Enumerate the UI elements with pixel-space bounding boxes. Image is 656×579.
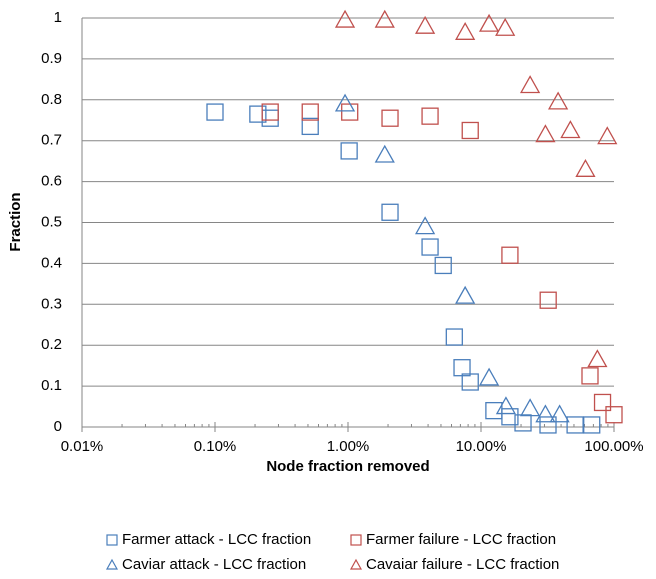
y-tick-label: 0.6: [41, 173, 62, 190]
legend-marker: [106, 534, 118, 546]
point: [587, 349, 608, 368]
point: [495, 17, 516, 36]
point: [301, 117, 319, 136]
point: [461, 373, 479, 391]
legend-marker: [105, 558, 119, 570]
legend-label: Caviar attack - LCC fraction: [122, 556, 306, 573]
point: [434, 256, 452, 275]
x-tick-label: 0.10%: [194, 438, 237, 455]
point: [535, 404, 556, 423]
y-tick-label: 1: [54, 9, 62, 26]
point: [461, 121, 479, 140]
point: [549, 404, 570, 423]
point: [455, 285, 476, 304]
point: [575, 159, 596, 177]
y-tick-label: 0.7: [41, 132, 62, 149]
point: [514, 414, 532, 432]
point: [519, 398, 541, 417]
y-tick-label: 0.1: [41, 377, 62, 394]
point: [261, 103, 279, 121]
point: [453, 359, 471, 377]
y-tick-label: 0.3: [41, 295, 62, 312]
x-tick-label: 100.00%: [584, 438, 643, 455]
point: [455, 21, 476, 40]
point: [501, 246, 519, 264]
point: [421, 238, 439, 256]
y-tick-label: 0.2: [41, 336, 62, 353]
y-axis-label: Fraction: [7, 192, 24, 251]
point: [583, 416, 601, 434]
legend-label: Farmer failure - LCC fraction: [366, 531, 556, 548]
point: [206, 103, 224, 121]
point: [374, 9, 395, 28]
point: [485, 401, 503, 420]
point: [478, 13, 500, 32]
point: [566, 416, 584, 434]
point: [597, 126, 618, 145]
point: [495, 396, 517, 415]
x-tick-label: 1.00%: [327, 438, 370, 455]
point: [334, 9, 356, 28]
point: [519, 75, 541, 94]
legend-marker: [349, 558, 363, 570]
point: [249, 105, 267, 123]
y-tick-label: 0.8: [41, 91, 62, 108]
x-axis-label: Node fraction removed: [266, 458, 429, 475]
point: [581, 367, 599, 385]
y-tick-label: 0: [54, 418, 62, 435]
point: [414, 216, 436, 235]
point: [539, 291, 557, 309]
point: [421, 107, 439, 125]
y-tick-label: 0.9: [41, 50, 62, 67]
point: [381, 109, 399, 127]
point: [374, 144, 395, 163]
point: [539, 416, 557, 434]
y-tick-label: 0.5: [41, 213, 62, 230]
point: [414, 15, 436, 34]
legend-marker: [350, 534, 362, 546]
point: [605, 406, 623, 424]
point: [478, 367, 500, 386]
point: [340, 142, 358, 160]
legend-label: Farmer attack - LCC fraction: [122, 531, 311, 548]
point: [535, 124, 556, 143]
point: [381, 203, 399, 221]
point: [593, 393, 612, 412]
point: [341, 103, 359, 121]
point: [261, 109, 279, 127]
y-tick-label: 0.4: [41, 254, 62, 271]
x-tick-label: 10.00%: [456, 438, 507, 455]
point: [547, 91, 569, 110]
legend-label: Cavaiar failure - LCC fraction: [366, 556, 559, 573]
point: [445, 328, 463, 346]
point: [334, 93, 356, 112]
x-tick-label: 0.01%: [61, 438, 104, 455]
point: [560, 120, 581, 139]
point: [301, 103, 319, 121]
point: [501, 408, 519, 426]
